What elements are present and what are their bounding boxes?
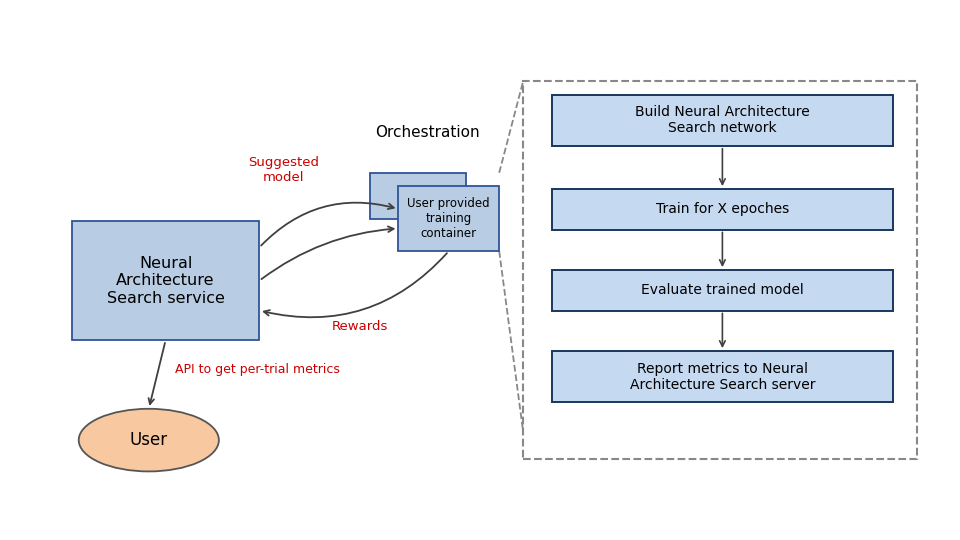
Bar xyxy=(552,189,893,230)
Text: Report metrics to Neural
Architecture Search server: Report metrics to Neural Architecture Se… xyxy=(630,362,815,392)
Text: Neural
Architecture
Search service: Neural Architecture Search service xyxy=(107,256,225,306)
Text: Evaluate trained model: Evaluate trained model xyxy=(641,284,804,297)
Bar xyxy=(398,186,499,251)
Text: Rewards: Rewards xyxy=(332,320,388,333)
Text: Train for X epoches: Train for X epoches xyxy=(656,202,789,216)
Text: Build Neural Architecture
Search network: Build Neural Architecture Search network xyxy=(635,105,810,135)
Bar xyxy=(552,270,893,310)
Bar xyxy=(552,94,893,146)
Bar xyxy=(523,81,917,459)
Bar xyxy=(370,173,466,219)
Bar xyxy=(72,221,259,340)
Text: User: User xyxy=(130,431,168,449)
Text: Suggested
model: Suggested model xyxy=(248,156,319,184)
Text: Orchestration: Orchestration xyxy=(375,125,479,140)
Text: API to get per-trial metrics: API to get per-trial metrics xyxy=(175,362,340,376)
Bar xyxy=(552,351,893,402)
Ellipse shape xyxy=(79,409,219,471)
Text: User provided
training
container: User provided training container xyxy=(407,197,491,240)
